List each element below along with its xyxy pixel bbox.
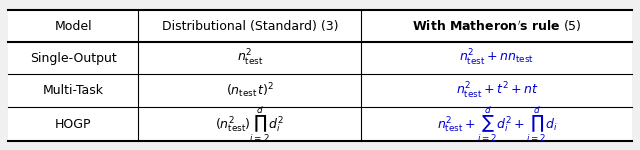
Text: Multi-Task: Multi-Task (43, 84, 104, 97)
Text: $n_\mathrm{test}^2 + \sum_{i=2}^{d} d_i^2 + \prod_{i=2}^{d} d_i$: $n_\mathrm{test}^2 + \sum_{i=2}^{d} d_i^… (436, 104, 557, 144)
Text: $n_\mathrm{test}^2 + t^2 + nt$: $n_\mathrm{test}^2 + t^2 + nt$ (456, 81, 538, 101)
Text: HOGP: HOGP (55, 118, 92, 131)
Text: $n_\mathrm{test}^2 + nn_\mathrm{test}$: $n_\mathrm{test}^2 + nn_\mathrm{test}$ (460, 48, 534, 68)
Text: Distributional (Standard) (3): Distributional (Standard) (3) (162, 20, 338, 33)
Bar (8, 10, 632, 141)
Text: $n_\mathrm{test}^2$: $n_\mathrm{test}^2$ (237, 48, 263, 68)
Text: Single-Output: Single-Output (29, 52, 116, 64)
Text: $\bf{With\ Matheron's\ rule}$ (5): $\bf{With\ Matheron's\ rule}$ (5) (412, 18, 582, 34)
Text: $(n_\mathrm{test}\,t)^2$: $(n_\mathrm{test}\,t)^2$ (226, 81, 274, 100)
Text: $(n_\mathrm{test}^2)\prod_{i=2}^{d} d_i^2$: $(n_\mathrm{test}^2)\prod_{i=2}^{d} d_i^… (215, 104, 284, 144)
Text: Model: Model (54, 20, 92, 33)
